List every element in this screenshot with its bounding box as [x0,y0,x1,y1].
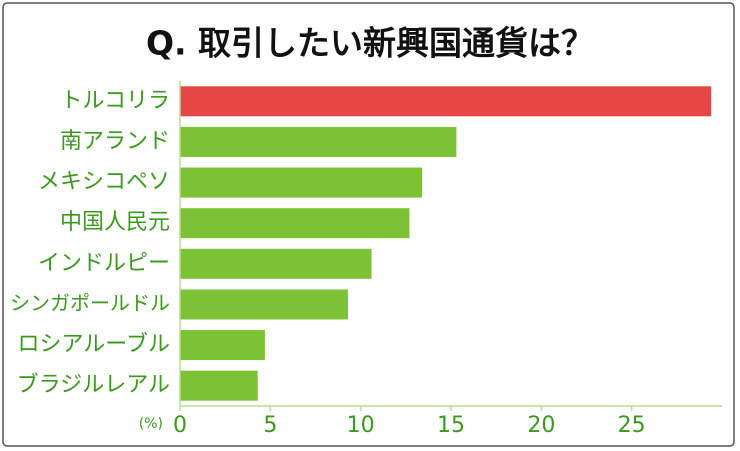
x-tick-label: 5 [263,413,277,438]
bar [180,208,410,239]
bar [180,86,712,117]
x-unit-label: (%) [139,416,163,432]
chart-title: Q. 取引したい新興国通貨は？ [146,24,594,63]
bar [180,330,265,361]
y-tick-label: インドルピー [38,251,170,276]
bar [180,289,349,320]
x-tick-label: 15 [437,413,465,438]
y-tick-label: ブラジルレアル [17,373,170,398]
y-tick-label: シンガポールドル [10,291,170,315]
x-tick-label: 0 [173,413,187,438]
y-tick-label: ロシアルーブル [18,332,170,357]
x-tick-label: 10 [347,413,375,438]
x-tick-label: 20 [527,413,555,438]
y-tick-label: トルコリラ [60,88,170,113]
x-tick-label: 25 [618,413,646,438]
y-tick-label: 中国人民元 [60,210,170,235]
bar [180,126,457,157]
bar [180,248,372,279]
bar [180,167,423,198]
y-tick-label: メキシコペソ [38,170,170,195]
y-tick-label: 南アランド [60,129,170,154]
bar [180,370,258,401]
